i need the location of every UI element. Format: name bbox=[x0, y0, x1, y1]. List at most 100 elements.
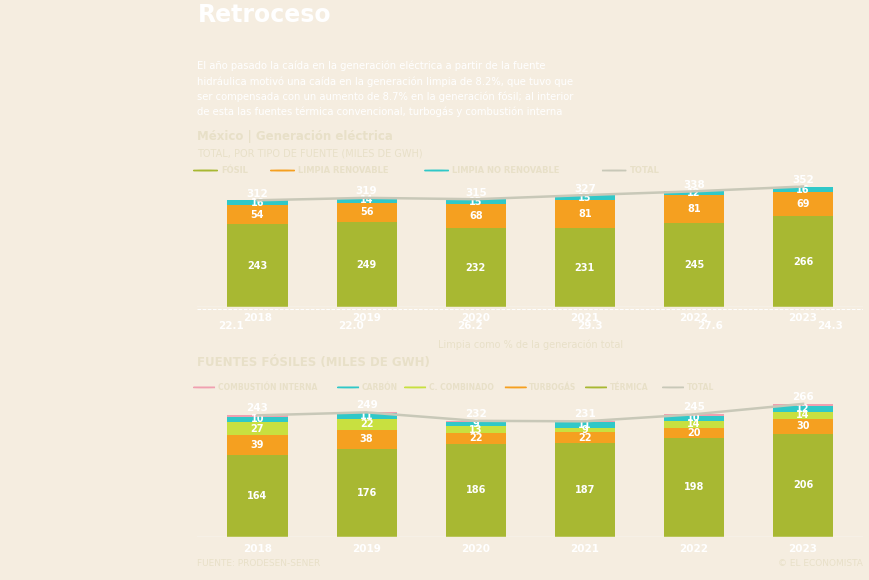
Text: 26.2: 26.2 bbox=[457, 321, 482, 331]
Bar bbox=[773, 187, 833, 193]
Bar bbox=[773, 412, 833, 419]
Text: 38: 38 bbox=[360, 434, 373, 444]
Text: 11: 11 bbox=[577, 420, 591, 430]
Text: 14: 14 bbox=[687, 419, 700, 429]
Text: 22.1: 22.1 bbox=[217, 321, 243, 331]
Text: 12: 12 bbox=[687, 188, 700, 198]
Text: 352: 352 bbox=[792, 175, 813, 185]
Text: C. COMBINADO: C. COMBINADO bbox=[428, 383, 493, 392]
Bar bbox=[227, 455, 287, 536]
Text: 266: 266 bbox=[792, 257, 813, 267]
Bar bbox=[554, 228, 614, 307]
Text: 266: 266 bbox=[792, 392, 813, 402]
Text: 24.3: 24.3 bbox=[816, 321, 842, 331]
Bar bbox=[554, 195, 614, 200]
Text: El año pasado la caída en la generación eléctrica a partir de la fuente
hidráuli: El año pasado la caída en la generación … bbox=[197, 61, 574, 117]
Text: 2021: 2021 bbox=[570, 545, 599, 554]
Bar bbox=[445, 426, 505, 433]
Bar bbox=[336, 449, 396, 536]
Bar bbox=[773, 406, 833, 412]
Text: TOTAL: TOTAL bbox=[686, 383, 713, 392]
Text: 30: 30 bbox=[795, 421, 809, 432]
Text: 11: 11 bbox=[360, 411, 373, 421]
Bar bbox=[445, 199, 505, 204]
Bar bbox=[773, 419, 833, 434]
Bar bbox=[554, 443, 614, 536]
Bar bbox=[445, 228, 505, 307]
Bar bbox=[773, 193, 833, 216]
Bar bbox=[336, 198, 396, 202]
Text: 187: 187 bbox=[574, 485, 594, 495]
Text: 54: 54 bbox=[250, 210, 264, 220]
Text: TURBOGÁS: TURBOGÁS bbox=[528, 383, 575, 392]
Text: 81: 81 bbox=[577, 209, 591, 219]
Text: 56: 56 bbox=[360, 207, 373, 218]
Text: Retroceso: Retroceso bbox=[197, 3, 331, 27]
Circle shape bbox=[424, 170, 448, 171]
Text: TOTAL: TOTAL bbox=[629, 166, 659, 175]
Text: 2022: 2022 bbox=[679, 313, 707, 323]
Bar bbox=[554, 200, 614, 228]
Text: 232: 232 bbox=[465, 263, 485, 273]
Text: 2022: 2022 bbox=[679, 545, 707, 554]
Text: 14: 14 bbox=[360, 195, 373, 205]
Bar bbox=[554, 422, 614, 428]
Bar bbox=[227, 422, 287, 435]
Text: 2018: 2018 bbox=[242, 545, 272, 554]
Circle shape bbox=[270, 170, 295, 171]
Bar bbox=[663, 414, 723, 416]
Text: Limpia como % de la generación total: Limpia como % de la generación total bbox=[437, 340, 622, 350]
Text: 39: 39 bbox=[250, 440, 264, 450]
Bar bbox=[663, 421, 723, 428]
Bar bbox=[663, 416, 723, 421]
Text: 27.6: 27.6 bbox=[696, 321, 722, 331]
Text: 2021: 2021 bbox=[570, 313, 599, 323]
Bar bbox=[663, 428, 723, 438]
Text: 9: 9 bbox=[472, 419, 479, 429]
Bar bbox=[773, 216, 833, 307]
Text: TOTAL, POR TIPO DE FUENTE (MILES DE GWH): TOTAL, POR TIPO DE FUENTE (MILES DE GWH) bbox=[197, 148, 422, 158]
Bar bbox=[227, 435, 287, 455]
Bar bbox=[336, 412, 396, 414]
Text: 164: 164 bbox=[247, 491, 268, 501]
Text: FUENTES FÓSILES (MILES DE GWH): FUENTES FÓSILES (MILES DE GWH) bbox=[197, 356, 430, 368]
Text: FUENTE: PRODESEN-SENER: FUENTE: PRODESEN-SENER bbox=[197, 559, 321, 568]
Circle shape bbox=[601, 170, 626, 171]
Text: LIMPIA NO RENOVABLE: LIMPIA NO RENOVABLE bbox=[452, 166, 559, 175]
Text: 312: 312 bbox=[246, 189, 268, 199]
Text: COMBUSTIÓN INTERNA: COMBUSTIÓN INTERNA bbox=[217, 383, 316, 392]
Text: 232: 232 bbox=[464, 409, 486, 419]
Bar bbox=[227, 417, 287, 422]
Text: 206: 206 bbox=[792, 480, 813, 490]
Text: 12: 12 bbox=[795, 404, 809, 414]
Bar bbox=[445, 444, 505, 536]
Text: CARBÓN: CARBÓN bbox=[362, 383, 397, 392]
Text: 231: 231 bbox=[574, 263, 594, 273]
Text: 327: 327 bbox=[574, 184, 595, 194]
Bar bbox=[554, 421, 614, 422]
Bar bbox=[663, 223, 723, 307]
Text: 20: 20 bbox=[687, 428, 700, 438]
Text: LIMPIA RENOVABLE: LIMPIA RENOVABLE bbox=[297, 166, 388, 175]
Text: 9: 9 bbox=[580, 425, 587, 435]
Text: 2023: 2023 bbox=[787, 545, 817, 554]
Bar bbox=[445, 204, 505, 228]
Text: 249: 249 bbox=[355, 400, 377, 411]
Text: FÓSIL: FÓSIL bbox=[221, 166, 248, 175]
Text: 338: 338 bbox=[682, 180, 704, 190]
Text: © EL ECONOMISTA: © EL ECONOMISTA bbox=[777, 559, 862, 568]
Bar bbox=[445, 422, 505, 426]
Bar bbox=[227, 200, 287, 205]
Bar bbox=[227, 205, 287, 224]
Text: 2019: 2019 bbox=[352, 313, 381, 323]
Bar bbox=[773, 404, 833, 406]
Text: 69: 69 bbox=[795, 199, 809, 209]
Text: 243: 243 bbox=[246, 403, 269, 414]
Bar bbox=[554, 432, 614, 443]
Bar bbox=[554, 428, 614, 432]
Text: 231: 231 bbox=[574, 409, 595, 419]
Text: 22: 22 bbox=[360, 419, 373, 429]
Bar bbox=[663, 191, 723, 195]
Text: 22: 22 bbox=[577, 433, 591, 443]
Bar bbox=[227, 224, 287, 307]
